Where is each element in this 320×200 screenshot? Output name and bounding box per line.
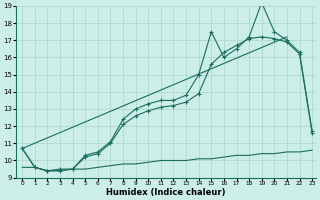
- X-axis label: Humidex (Indice chaleur): Humidex (Indice chaleur): [106, 188, 226, 197]
